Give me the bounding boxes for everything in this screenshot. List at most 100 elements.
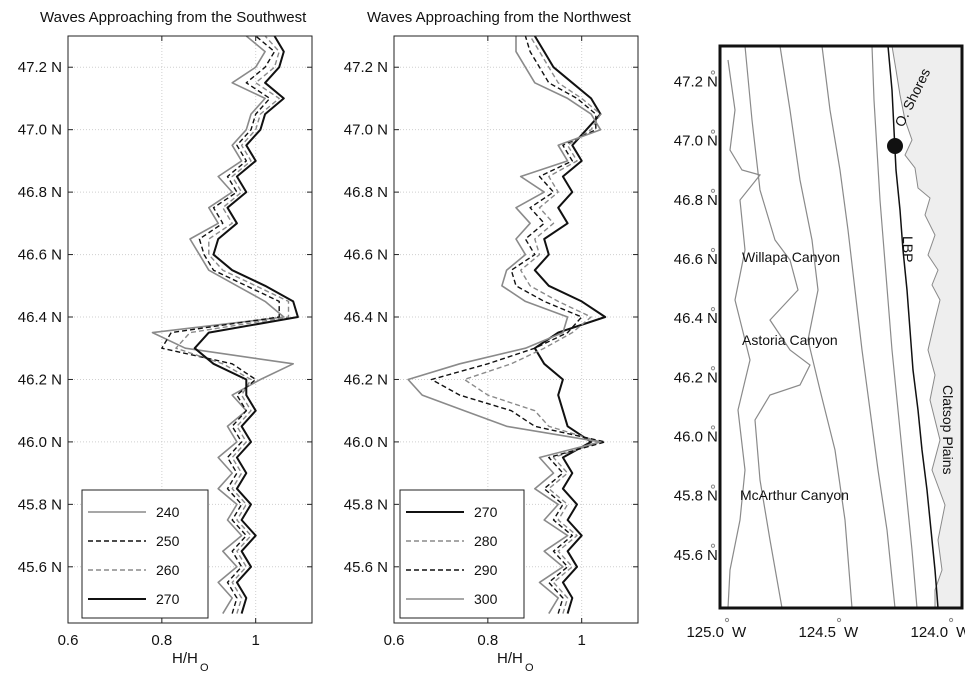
y-tick-label: 47.2 N <box>344 59 388 76</box>
label-clatsop-plains: Clatsop Plains <box>940 385 956 475</box>
y-tick-label: 45.6 N <box>344 559 388 576</box>
legend-label: 290 <box>474 562 498 578</box>
y-tick-label: 46.2 N <box>18 371 62 388</box>
chart-southwest: Waves Approaching from the Southwest 45.… <box>18 9 313 674</box>
x-tick-label: 0.8 <box>151 632 172 649</box>
chart-title-northwest: Waves Approaching from the Northwest <box>367 9 632 26</box>
degree-mark-icon <box>710 188 716 193</box>
plot-frame-southwest <box>67 35 313 624</box>
y-tick-label: 45.8 N <box>18 496 62 513</box>
map-lat-unit: N <box>707 251 718 268</box>
x-axis-label-subscript: O <box>525 662 534 674</box>
series-line-240 <box>151 36 295 615</box>
y-tick-label: 45.6 N <box>18 559 62 576</box>
map-lat-label: 45.8 <box>674 488 703 505</box>
map-frame <box>718 44 964 610</box>
map-lat-label: 46.6 <box>674 251 703 268</box>
series-line-290 <box>430 36 606 614</box>
legend-northwest: 270 280 290 300 <box>399 489 525 619</box>
map-lat-label: 46.0 <box>674 428 703 445</box>
map-lon-label: 124.5 <box>798 624 836 641</box>
map-lat-label: 46.4 <box>674 310 703 327</box>
degree-mark-icon <box>948 617 954 623</box>
label-mcarthur-canyon: McArthur Canyon <box>740 487 849 503</box>
x-axis-label-text: H/H <box>497 650 523 667</box>
contour-line <box>727 59 762 609</box>
map-lon-unit: W <box>956 624 965 641</box>
x-tick-label: 1 <box>252 632 260 649</box>
degree-mark-icon <box>710 425 716 430</box>
map-lon-unit: W <box>732 624 747 641</box>
degree-mark-icon <box>710 70 716 75</box>
plot-frame-northwest <box>393 35 639 624</box>
degree-mark-icon <box>710 366 716 371</box>
y-tick-label: 46.4 N <box>18 309 62 326</box>
map-lat-label: 45.6 <box>674 547 703 564</box>
x-tick-label: 0.6 <box>384 632 405 649</box>
map-lat-unit: N <box>707 133 718 150</box>
legend-label: 280 <box>474 533 498 549</box>
degree-mark-icon <box>710 129 716 134</box>
y-tick-label: 46.8 N <box>344 184 388 201</box>
legend-label: 240 <box>156 504 180 520</box>
contour-line <box>744 45 811 609</box>
chart-title-southwest: Waves Approaching from the Southwest <box>40 9 307 26</box>
map-lat-unit: N <box>707 310 718 327</box>
y-tick-label: 46.0 N <box>18 434 62 451</box>
y-tick-label: 47.0 N <box>344 122 388 139</box>
map-lat-unit: N <box>707 369 718 386</box>
chart-northwest: Waves Approaching from the Northwest 45.… <box>344 9 639 674</box>
y-tick-label: 45.8 N <box>344 496 388 513</box>
x-tick-label: 1 <box>578 632 586 649</box>
map-lat-unit: N <box>707 428 718 445</box>
map-lat-label: 47.0 <box>674 133 703 150</box>
bathymetry-map: Willapa Canyon Astoria Canyon McArthur C… <box>674 44 965 641</box>
map-lon-label: 124.0 <box>911 624 949 641</box>
y-tick-label: 46.6 N <box>344 247 388 264</box>
degree-mark-icon <box>710 307 716 312</box>
y-tick-label: 46.8 N <box>18 184 62 201</box>
series-line-260 <box>175 36 290 614</box>
contour-line <box>821 45 896 609</box>
degree-mark-icon <box>710 484 716 489</box>
label-astoria-canyon: Astoria Canyon <box>742 332 838 348</box>
series-line-300 <box>407 36 602 615</box>
legend-label: 300 <box>474 591 498 607</box>
contour-line <box>871 45 918 609</box>
map-lat-label: 47.2 <box>674 73 703 90</box>
location-marker-icon <box>887 138 903 154</box>
label-willapa-canyon: Willapa Canyon <box>742 249 840 265</box>
legend-label: 270 <box>156 591 180 607</box>
legend-label: 260 <box>156 562 180 578</box>
series-line-280 <box>463 36 602 614</box>
x-axis-label-text: H/H <box>172 650 198 667</box>
map-lon-unit: W <box>844 624 859 641</box>
x-tick-label: 0.8 <box>477 632 498 649</box>
contour-line <box>779 45 853 609</box>
land-area <box>891 45 963 609</box>
map-lat-unit: N <box>707 192 718 209</box>
map-lat-unit: N <box>707 547 718 564</box>
y-tick-label: 47.0 N <box>18 122 62 139</box>
degree-mark-icon <box>710 543 716 548</box>
x-axis-label-southwest: H/H O <box>172 650 209 674</box>
legend-southwest: 240 250 260 270 <box>81 489 209 619</box>
legend-label: 270 <box>474 504 498 520</box>
map-lat-label: 46.2 <box>674 369 703 386</box>
legend-label: 250 <box>156 533 180 549</box>
y-tick-label: 47.2 N <box>18 59 62 76</box>
degree-mark-icon <box>724 617 730 623</box>
map-lat-unit: N <box>707 488 718 505</box>
y-tick-label: 46.6 N <box>18 247 62 264</box>
x-axis-label-northwest: H/H O <box>497 650 534 674</box>
map-lon-label: 125.0 <box>686 624 724 641</box>
label-lbp: LBP <box>900 236 916 262</box>
y-tick-label: 46.2 N <box>344 371 388 388</box>
x-axis-label-subscript: O <box>200 662 209 674</box>
map-lat-label: 46.8 <box>674 192 703 209</box>
series-line-250 <box>161 36 280 614</box>
degree-mark-icon <box>836 617 842 623</box>
x-tick-label: 0.6 <box>58 632 79 649</box>
y-tick-label: 46.4 N <box>344 309 388 326</box>
